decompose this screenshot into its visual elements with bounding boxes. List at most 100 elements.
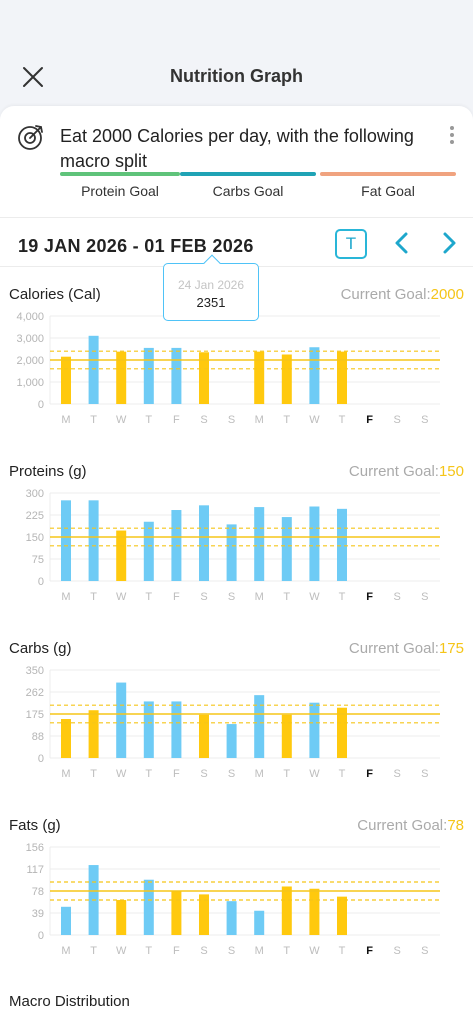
x-tick-label: M (255, 414, 264, 426)
carbs-goal-label: Carbs Goal (212, 183, 284, 199)
x-tick-label: T (339, 768, 346, 780)
x-tick-label: W (116, 414, 127, 426)
y-tick-label: 0 (38, 399, 44, 411)
y-tick-label: 39 (32, 908, 44, 920)
chevron-right-icon[interactable] (436, 227, 462, 259)
chart-bar[interactable] (116, 530, 127, 581)
x-tick-label: T (283, 591, 290, 603)
tooltip-date: 24 Jan 2026 (177, 278, 245, 292)
today-button[interactable]: T (335, 229, 367, 259)
chart-bar[interactable] (337, 508, 347, 581)
fat-goal: Fat Goal (320, 172, 456, 202)
x-tick-label: T (90, 591, 97, 603)
chart-bar[interactable] (254, 910, 265, 935)
chart-bar[interactable] (143, 879, 154, 935)
y-tick-label: 0 (38, 753, 44, 765)
chart-bar[interactable] (116, 900, 127, 935)
x-tick-label: W (309, 591, 320, 603)
chart-bar[interactable] (226, 524, 237, 581)
x-tick-label: T (90, 945, 97, 957)
chart-bar[interactable] (309, 506, 320, 581)
chart-bar[interactable] (171, 701, 182, 758)
x-tick-label: T (90, 768, 97, 780)
y-tick-label: 3,000 (16, 333, 44, 345)
chart-bar[interactable] (281, 714, 292, 758)
chart-bar[interactable] (199, 505, 209, 581)
chart-bar[interactable] (281, 354, 292, 405)
x-tick-label: S (200, 945, 207, 957)
y-tick-label: 78 (32, 886, 44, 898)
date-range: 19 JAN 2026 - 01 FEB 2026 (18, 236, 254, 256)
chart-bar[interactable] (254, 695, 265, 758)
chart-title: Proteins (g) (9, 463, 87, 480)
y-tick-label: 4,000 (16, 311, 44, 323)
chart-bar[interactable] (143, 521, 154, 581)
chart-current-goal: Current Goal:78 (357, 817, 464, 834)
chart-bar[interactable] (116, 682, 127, 758)
x-tick-label: S (228, 414, 235, 426)
y-tick-label: 1,000 (16, 377, 44, 389)
x-tick-label: W (116, 591, 127, 603)
chevron-left-icon[interactable] (389, 227, 415, 259)
x-tick-label: F (366, 414, 373, 426)
more-options-icon[interactable] (444, 124, 460, 148)
tooltip-value: 2351 (196, 295, 226, 310)
chart-bar[interactable] (171, 347, 182, 404)
x-tick-label: S (200, 768, 207, 780)
chart-bar[interactable] (226, 901, 237, 935)
bar-chart[interactable]: 350 262 175 88 0 M T W T F S S M T W T F S S (0, 660, 473, 810)
chart-bar[interactable] (199, 714, 209, 758)
chart-bar[interactable] (337, 351, 347, 404)
y-tick-label: 156 (26, 842, 44, 854)
chart-bar[interactable] (337, 707, 347, 758)
x-tick-label: T (145, 414, 152, 426)
chart-bar[interactable] (88, 500, 99, 581)
target-icon (18, 125, 43, 150)
page-title: Nutrition Graph (170, 66, 303, 86)
y-tick-label: 175 (26, 709, 44, 721)
chart-bar[interactable] (254, 351, 265, 404)
bar-chart[interactable]: 300 225 150 75 0 M T W T F S S M T W T F S S (0, 483, 473, 633)
chart-bar[interactable] (281, 517, 292, 581)
chart-section: Proteins (g) Current Goal:150 300 225 150 75 0… (0, 463, 473, 639)
chart-section: Calories (Cal) Current Goal:2000 4,000 3,00… (0, 286, 473, 462)
chart-bar[interactable] (199, 894, 209, 935)
chart-bar[interactable] (337, 896, 347, 935)
x-tick-label: M (61, 768, 70, 780)
chart-bar[interactable] (88, 335, 99, 404)
x-tick-label: M (61, 414, 70, 426)
chart-bar[interactable] (199, 352, 209, 404)
y-tick-label: 117 (26, 864, 44, 876)
chart-bar[interactable] (61, 500, 71, 581)
x-tick-label: S (200, 414, 207, 426)
x-tick-label: W (309, 768, 320, 780)
x-tick-label: S (228, 768, 235, 780)
bar-tooltip: 24 Jan 2026 2351 (163, 254, 259, 321)
chart-bar[interactable] (88, 710, 99, 758)
chart-bar[interactable] (309, 347, 320, 404)
x-tick-label: T (283, 945, 290, 957)
chart-bar[interactable] (226, 724, 237, 758)
chart-title: Fats (g) (9, 817, 61, 834)
y-tick-label: 150 (26, 532, 44, 544)
chart-bar[interactable] (61, 356, 71, 404)
bar-chart[interactable]: 4,000 3,000 2,000 1,000 0 M T W T F S S M T W T F S S (0, 306, 473, 456)
goal-label: Current Goal: (357, 817, 448, 834)
x-tick-label: T (145, 945, 152, 957)
chart-bar[interactable] (171, 891, 182, 935)
chart-bar[interactable] (309, 702, 320, 758)
chart-bar[interactable] (309, 888, 320, 935)
bar-chart[interactable]: 156 117 78 39 0 M T W T F S S M T W T F S S (0, 837, 473, 987)
chart-bar[interactable] (281, 886, 292, 935)
chart-section: Carbs (g) Current Goal:175 350 262 175 88 0 M T W… (0, 640, 473, 816)
chart-bar[interactable] (61, 906, 71, 935)
chart-bar[interactable] (143, 347, 154, 404)
y-tick-label: 88 (32, 731, 44, 743)
y-tick-label: 300 (26, 488, 44, 500)
chart-bar[interactable] (254, 507, 265, 581)
x-tick-label: S (228, 591, 235, 603)
chart-bar[interactable] (116, 351, 127, 404)
chart-bar[interactable] (61, 719, 71, 758)
chart-bar[interactable] (143, 701, 154, 758)
close-icon[interactable] (18, 62, 48, 92)
